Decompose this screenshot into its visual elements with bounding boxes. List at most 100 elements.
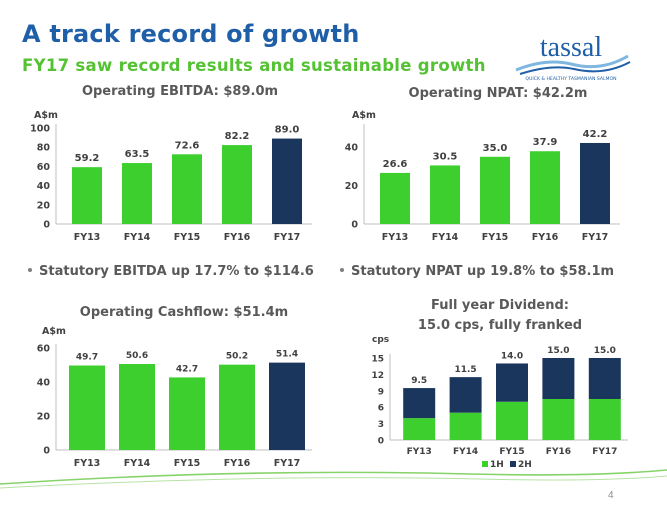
y-tick-label: 20 <box>345 181 359 192</box>
x-tick-label: FY16 <box>546 447 571 457</box>
legend-label-2h: 2H <box>518 460 532 470</box>
ebitda-chart: A$m 0 20 40 60 80 100 59.2 FY13 63.5 FY14 72.6 FY15 8… <box>30 110 312 243</box>
bar-2h-fy16 <box>542 358 575 399</box>
bar-1h-fy13 <box>403 418 436 440</box>
y-tick-label: 40 <box>37 378 51 389</box>
data-label: 30.5 <box>433 151 458 162</box>
page-subtitle: FY17 saw record results and sustainable … <box>22 56 486 75</box>
bullet-statutory-npat: Statutory NPAT up 19.8% to $58.1m <box>340 264 614 279</box>
y-tick-label: 60 <box>37 344 51 355</box>
x-tick-label: FY17 <box>274 458 301 469</box>
dividend-chart-title-line2: 15.0 cps, fully franked <box>417 318 583 333</box>
bar-fy14 <box>122 163 152 224</box>
bullet-dot <box>28 267 32 272</box>
y-tick-label: 80 <box>37 143 51 154</box>
bar-fy17 <box>272 138 302 224</box>
bar-1h-fy15 <box>496 401 528 440</box>
legend-label-1h: 1H <box>490 460 504 470</box>
data-label: 15.0 <box>594 346 616 356</box>
data-label: 14.0 <box>501 351 523 361</box>
x-tick-label: FY15 <box>482 232 509 243</box>
legend-swatch-2h <box>510 461 516 467</box>
y-axis-unit-label: A$m <box>34 110 58 121</box>
bar-1h-fy14 <box>449 412 482 440</box>
bar-fy16 <box>530 151 560 224</box>
bullet-statutory-npat-text: Statutory NPAT up 19.8% to $58.1m <box>351 264 615 279</box>
decorative-swoosh <box>0 469 667 489</box>
bar-fy17 <box>580 142 610 224</box>
bar-fy13 <box>69 365 105 450</box>
x-tick-label: FY13 <box>382 232 409 243</box>
x-tick-label: FY14 <box>124 458 151 469</box>
bar-fy15 <box>172 154 202 224</box>
bar-1h-fy16 <box>542 399 575 440</box>
x-tick-label: FY15 <box>174 232 201 243</box>
bar-fy16 <box>222 145 252 224</box>
x-tick-label: FY17 <box>582 232 609 243</box>
y-tick-label: 6 <box>378 404 384 414</box>
logo-waves-icon <box>515 54 629 72</box>
y-tick-label: 20 <box>37 412 51 423</box>
tassal-logo: tassal QUICK & HEALTHY TASMANIAN SALMON <box>515 32 631 82</box>
x-tick-label: FY17 <box>274 232 301 243</box>
bar-2h-fy14 <box>449 377 482 413</box>
bar-fy15 <box>169 377 205 450</box>
page-number: 4 <box>608 490 614 501</box>
logo-tagline: QUICK & HEALTHY TASMANIAN SALMON <box>525 76 616 82</box>
y-tick-label: 0 <box>43 220 50 231</box>
data-label: 50.6 <box>126 351 148 361</box>
y-axis-unit-label: A$m <box>352 110 376 121</box>
bar-fy15 <box>480 156 510 224</box>
data-label: 59.2 <box>75 153 100 164</box>
x-tick-label: FY13 <box>74 232 101 243</box>
y-tick-label: 15 <box>371 355 384 365</box>
cashflow-chart: A$m 0 20 40 60 49.7 FY13 50.6 FY14 42.7 FY15 50.2 FY… <box>37 326 312 469</box>
y-tick-label: 0 <box>43 446 50 457</box>
x-tick-label: FY16 <box>224 232 251 243</box>
data-label: 51.4 <box>276 350 298 360</box>
dividend-chart-title-line1: Full year Dividend: <box>431 298 569 313</box>
x-tick-label: FY14 <box>124 232 151 243</box>
x-tick-label: FY16 <box>532 232 559 243</box>
y-tick-label: 12 <box>371 371 384 381</box>
data-label: 15.0 <box>547 346 569 356</box>
y-axis-unit-label: A$m <box>42 326 66 337</box>
page-title: A track record of growth <box>22 20 360 48</box>
x-tick-label: FY14 <box>453 447 478 457</box>
bullet-statutory-ebitda: Statutory EBITDA up 17.7% to $114.6 <box>28 264 314 279</box>
data-label: 49.7 <box>76 353 98 363</box>
data-label: 50.2 <box>226 352 248 362</box>
bar-fy16 <box>219 364 255 450</box>
data-label: 42.2 <box>583 129 608 140</box>
cashflow-chart-title: Operating Cashflow: $51.4m <box>79 305 289 320</box>
x-tick-label: FY13 <box>407 447 432 457</box>
dividend-chart: cps 0 3 6 9 12 15 9.5 FY13 11.5 FY14 14.0 FY15 15.0 FY… <box>371 335 628 470</box>
bar-2h-fy13 <box>403 388 436 419</box>
data-label: 35.0 <box>483 143 508 154</box>
y-tick-label: 9 <box>378 387 384 397</box>
x-tick-label: FY13 <box>74 458 101 469</box>
bar-fy13 <box>380 172 410 224</box>
y-tick-label: 40 <box>37 181 51 192</box>
ebitda-chart-title: Operating EBITDA: $89.0m <box>81 84 279 99</box>
npat-chart: A$m 0 20 40 26.6 FY13 30.5 FY14 35.0 FY15 37.9 FY16… <box>345 110 620 243</box>
bar-fy13 <box>72 167 102 224</box>
y-tick-label: 3 <box>378 420 384 430</box>
data-label: 72.6 <box>175 140 200 151</box>
x-tick-label: FY14 <box>432 232 459 243</box>
data-label: 9.5 <box>411 376 427 386</box>
bar-1h-fy17 <box>588 399 621 440</box>
bullet-statutory-ebitda-text: Statutory EBITDA up 17.7% to $114.6 <box>39 264 314 279</box>
y-tick-label: 0 <box>378 437 384 447</box>
y-tick-label: 0 <box>351 220 358 231</box>
data-label: 26.6 <box>383 159 408 170</box>
logo-wordmark: tassal <box>540 32 602 63</box>
bar-fy14 <box>430 165 460 224</box>
x-tick-label: FY15 <box>174 458 201 469</box>
y-tick-label: 60 <box>37 162 51 173</box>
x-tick-label: FY16 <box>224 458 251 469</box>
bar-fy14 <box>119 363 155 450</box>
x-tick-label: FY15 <box>499 447 524 457</box>
data-label: 37.9 <box>533 137 558 148</box>
data-label: 42.7 <box>176 364 198 374</box>
